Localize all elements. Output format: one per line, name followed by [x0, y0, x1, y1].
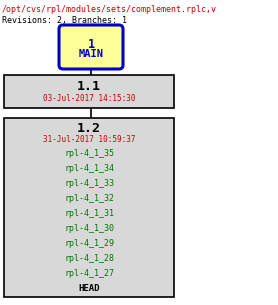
- Text: MAIN: MAIN: [78, 49, 103, 59]
- Text: rpl-4_1_29: rpl-4_1_29: [64, 239, 114, 248]
- FancyBboxPatch shape: [59, 25, 123, 69]
- Text: 03-Jul-2017 14:15:30: 03-Jul-2017 14:15:30: [43, 94, 135, 103]
- Text: 1.2: 1.2: [77, 122, 101, 135]
- Text: 1: 1: [88, 38, 95, 51]
- Text: /opt/cvs/rpl/modules/sets/complement.rplc,v: /opt/cvs/rpl/modules/sets/complement.rpl…: [2, 5, 217, 14]
- Text: rpl-4_1_30: rpl-4_1_30: [64, 224, 114, 233]
- Text: rpl-4_1_35: rpl-4_1_35: [64, 149, 114, 158]
- FancyBboxPatch shape: [4, 118, 174, 297]
- Text: rpl-4_1_34: rpl-4_1_34: [64, 164, 114, 173]
- Text: 31-Jul-2017 10:59:37: 31-Jul-2017 10:59:37: [43, 135, 135, 144]
- Text: rpl-4_1_33: rpl-4_1_33: [64, 179, 114, 188]
- Text: Revisions: 2, Branches: 1: Revisions: 2, Branches: 1: [2, 16, 127, 25]
- Text: rpl-4_1_27: rpl-4_1_27: [64, 269, 114, 278]
- FancyBboxPatch shape: [4, 75, 174, 108]
- Text: rpl-4_1_28: rpl-4_1_28: [64, 254, 114, 263]
- Text: rpl-4_1_32: rpl-4_1_32: [64, 194, 114, 203]
- Text: 1.1: 1.1: [77, 80, 101, 93]
- Text: HEAD: HEAD: [78, 284, 100, 293]
- Text: rpl-4_1_31: rpl-4_1_31: [64, 209, 114, 218]
